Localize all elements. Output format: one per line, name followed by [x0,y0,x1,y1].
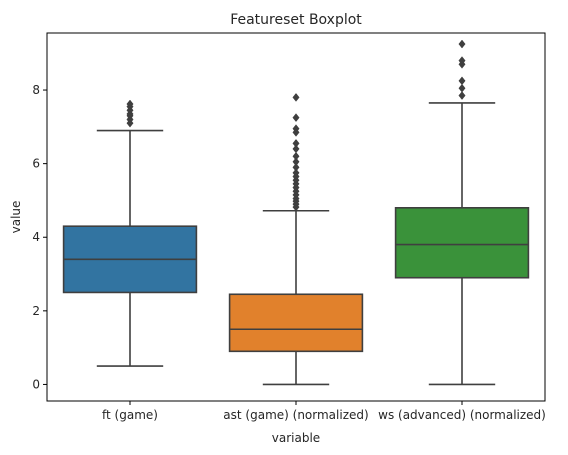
x-tick-label: ast (game) (normalized) [223,408,368,422]
y-tick-label: 2 [32,304,40,318]
outlier-point [293,152,299,160]
outlier-point [293,114,299,122]
x-tick-label: ws (advanced) (normalized) [378,408,546,422]
x-tick-label: ft (game) [102,408,158,422]
box-group [64,100,197,366]
x-axis: ft (game) ast (game) (normalized) ws (adva… [102,401,546,422]
box-iqr [230,294,363,351]
y-tick-label: 6 [32,157,40,171]
outlier-point [459,40,465,48]
x-axis-title: variable [272,431,320,445]
outlier-point [459,84,465,92]
y-tick-label: 0 [32,377,40,391]
y-tick-label: 4 [32,230,40,244]
box-iqr [396,208,529,278]
y-tick-label: 8 [32,83,40,97]
box-group [230,93,363,384]
plot-area [64,40,529,384]
y-axis: 0 2 4 6 8 [32,83,47,391]
outlier-point [293,139,299,147]
outlier-point [459,77,465,85]
outlier-point [459,92,465,100]
outlier-point [293,93,299,101]
chart-title: Featureset Boxplot [230,12,362,28]
box-group [396,40,529,384]
y-axis-title: value [9,201,23,234]
